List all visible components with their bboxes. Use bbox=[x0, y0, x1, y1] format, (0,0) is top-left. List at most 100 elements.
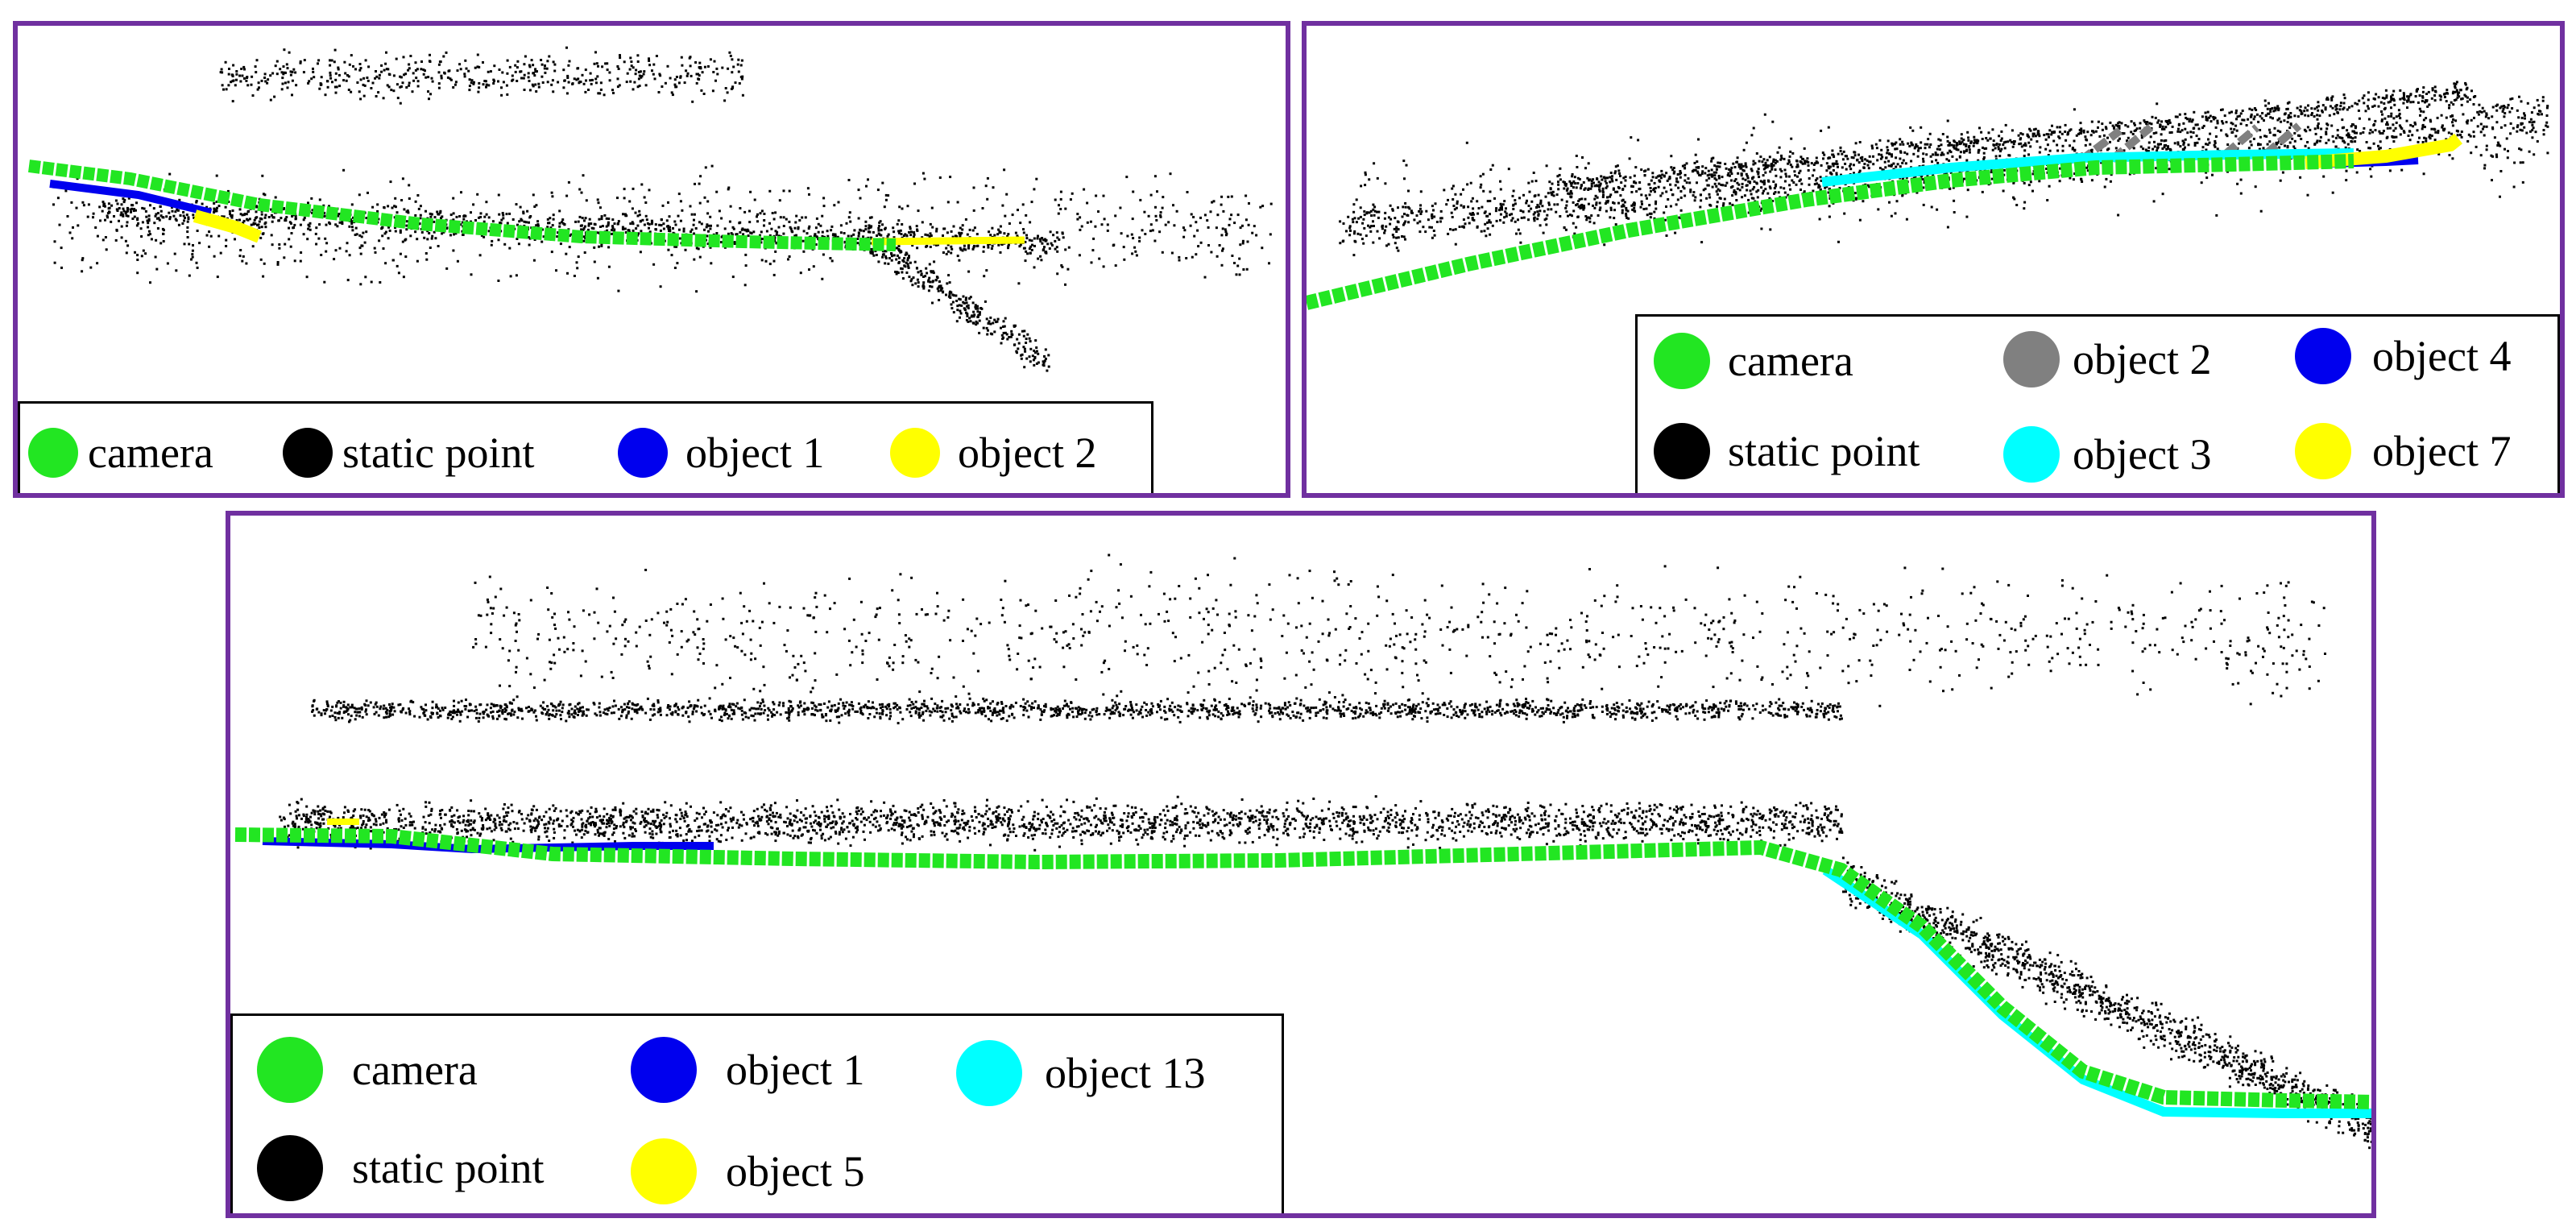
static-point bbox=[1817, 184, 1820, 187]
static-point bbox=[208, 230, 211, 234]
static-point bbox=[2418, 94, 2421, 97]
static-point bbox=[1767, 180, 1770, 183]
static-point bbox=[1596, 177, 1598, 180]
static-point bbox=[671, 93, 674, 97]
static-point bbox=[706, 223, 709, 226]
static-point bbox=[1614, 190, 1617, 193]
static-point bbox=[1622, 176, 1626, 180]
static-point bbox=[2406, 95, 2409, 98]
static-point bbox=[388, 229, 391, 232]
static-point bbox=[284, 242, 287, 246]
static-point bbox=[966, 314, 969, 317]
static-point bbox=[2073, 172, 2076, 176]
static-point bbox=[1089, 220, 1092, 223]
static-point bbox=[2352, 123, 2355, 126]
static-point bbox=[793, 234, 797, 238]
static-point bbox=[1881, 155, 1884, 159]
static-point bbox=[2476, 110, 2479, 114]
static-point bbox=[376, 203, 379, 206]
static-point bbox=[2441, 124, 2444, 127]
static-point bbox=[2417, 88, 2419, 91]
static-point bbox=[1222, 209, 1225, 213]
static-point bbox=[632, 222, 635, 226]
static-point bbox=[673, 83, 677, 86]
static-point bbox=[1352, 203, 1356, 206]
static-point bbox=[1775, 174, 1778, 177]
static-point bbox=[592, 227, 595, 230]
static-point bbox=[901, 277, 905, 280]
static-point bbox=[1355, 198, 1358, 201]
static-point bbox=[1568, 213, 1572, 217]
static-point bbox=[2060, 132, 2064, 135]
static-point bbox=[897, 231, 901, 234]
static-point bbox=[1905, 176, 1908, 179]
static-point bbox=[1915, 143, 1918, 146]
static-point bbox=[883, 205, 886, 209]
static-point bbox=[1922, 152, 1925, 155]
static-point bbox=[938, 280, 941, 283]
static-point bbox=[801, 239, 805, 242]
static-point bbox=[2257, 143, 2259, 147]
static-point bbox=[505, 84, 508, 87]
static-point bbox=[2450, 115, 2453, 118]
legend-top-left: camera static point object 1 object 2 bbox=[18, 401, 1153, 493]
static-point bbox=[1705, 179, 1708, 182]
static-point bbox=[149, 281, 151, 284]
static-point bbox=[1193, 234, 1196, 238]
static-point bbox=[2362, 131, 2365, 134]
static-point bbox=[1418, 220, 1422, 223]
static-point bbox=[1355, 221, 1358, 224]
static-point bbox=[1224, 230, 1228, 234]
static-point bbox=[1807, 169, 1810, 172]
static-point bbox=[2139, 145, 2143, 148]
static-point bbox=[2317, 101, 2320, 104]
static-point bbox=[1623, 184, 1626, 188]
static-point bbox=[606, 62, 609, 65]
static-point bbox=[1761, 160, 1764, 164]
static-point bbox=[950, 247, 954, 251]
static-point bbox=[638, 74, 641, 77]
static-point bbox=[456, 69, 459, 73]
static-point bbox=[710, 164, 714, 168]
static-point bbox=[1372, 203, 1375, 206]
static-point bbox=[2284, 144, 2286, 147]
static-point bbox=[1861, 159, 1864, 162]
static-point bbox=[454, 232, 458, 235]
static-point bbox=[1587, 202, 1590, 205]
static-point bbox=[420, 230, 424, 234]
static-point bbox=[1817, 186, 1820, 189]
static-point bbox=[693, 232, 695, 235]
static-point bbox=[2369, 168, 2372, 171]
static-point bbox=[581, 217, 584, 220]
static-point bbox=[171, 209, 174, 213]
static-point bbox=[545, 67, 549, 70]
static-point bbox=[1020, 357, 1023, 360]
static-point bbox=[1757, 189, 1760, 192]
static-point bbox=[350, 222, 354, 225]
static-point bbox=[253, 218, 256, 222]
static-point bbox=[589, 79, 592, 82]
static-point bbox=[2307, 104, 2309, 107]
static-point bbox=[2367, 118, 2371, 121]
static-point bbox=[478, 216, 480, 219]
static-point bbox=[2379, 147, 2382, 150]
legend-label: static point bbox=[342, 429, 535, 477]
static-point bbox=[359, 252, 362, 255]
static-point bbox=[733, 241, 736, 244]
static-point bbox=[636, 60, 640, 63]
static-point bbox=[2082, 131, 2085, 134]
static-point bbox=[2234, 135, 2238, 138]
static-point bbox=[243, 68, 246, 71]
static-point bbox=[426, 238, 429, 241]
static-point bbox=[501, 71, 504, 74]
static-point bbox=[730, 232, 733, 235]
static-point bbox=[213, 209, 216, 212]
static-point bbox=[707, 224, 710, 227]
static-point bbox=[515, 203, 518, 206]
static-point bbox=[817, 230, 820, 234]
static-point bbox=[884, 193, 888, 197]
static-point bbox=[312, 67, 314, 70]
static-point bbox=[1599, 182, 1602, 185]
static-point bbox=[2533, 120, 2536, 123]
static-point bbox=[478, 65, 481, 68]
